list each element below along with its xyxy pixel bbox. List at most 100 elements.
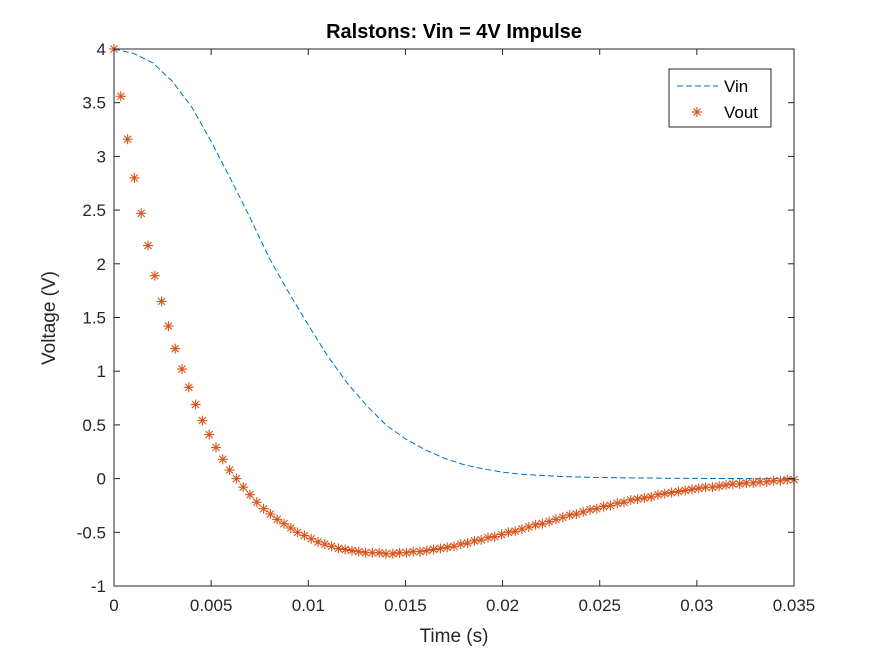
series-vout-point — [619, 497, 629, 508]
legend: Vin Vout — [668, 68, 772, 128]
series-vout-point — [517, 524, 527, 535]
x-tick-label: 0.025 — [578, 596, 621, 615]
series-vout-point — [666, 487, 677, 498]
series-vout-point — [598, 501, 609, 512]
series-vout-point — [401, 547, 412, 558]
series-vout-point — [163, 321, 174, 332]
y-tick-label: 3.5 — [82, 94, 106, 113]
series-vout-point — [449, 541, 459, 552]
series-vout-point — [687, 484, 697, 495]
series-vout-point — [251, 497, 262, 508]
x-tick-label: 0.005 — [190, 596, 233, 615]
y-ticks: -1 -0.5 0 0.5 1 1.5 2 2.5 3 3.5 4 — [77, 40, 794, 596]
series-vout-point — [129, 172, 140, 183]
series-vout-point — [285, 523, 296, 534]
series-vout-point — [136, 208, 147, 219]
y-tick-label: 1.5 — [82, 309, 106, 328]
series-vout-point — [238, 482, 249, 493]
legend-vin-label: Vin — [724, 77, 748, 96]
series-vout-point — [734, 478, 745, 489]
series-vout-point — [183, 382, 194, 393]
series-vout-point — [435, 543, 446, 554]
y-tick-label: 0 — [97, 470, 106, 489]
series-vout-point — [170, 343, 181, 354]
series-vout-point — [387, 548, 398, 559]
series-vout-point — [768, 475, 779, 486]
series-vout-point — [775, 475, 786, 486]
series-vout-point — [591, 503, 602, 514]
x-tick-label: 0.015 — [384, 596, 427, 615]
y-tick-label: 2 — [97, 255, 106, 274]
series-vout-point — [571, 509, 582, 520]
plot-area — [114, 49, 794, 586]
series-vout-point — [612, 498, 623, 509]
series-vout-point — [462, 538, 473, 549]
series-vout-point — [217, 454, 228, 465]
series-vout-point — [272, 514, 283, 525]
series-vout-point — [347, 545, 357, 556]
series-vout-point — [673, 486, 684, 497]
series-vout-point — [265, 509, 276, 520]
legend-vout-asterisk — [692, 107, 702, 117]
series-vout-point — [496, 529, 507, 540]
series-vout-point — [748, 477, 759, 488]
series-vout-point — [632, 494, 643, 505]
series-vout-point — [143, 240, 153, 251]
series-layer — [109, 44, 799, 559]
x-ticks: 0 0.005 0.01 0.015 0.02 0.025 0.03 0.035 — [109, 49, 815, 615]
series-vout-point — [510, 526, 521, 537]
series-vout-point — [149, 270, 160, 281]
series-vout-point — [578, 506, 589, 517]
series-vout-point — [489, 531, 500, 542]
series-vout-point — [122, 134, 133, 145]
series-vout-point — [353, 546, 364, 557]
series-vout-point — [544, 516, 555, 527]
series-vout-point — [503, 527, 514, 538]
series-vout-point — [306, 533, 317, 544]
series-vout-point — [455, 539, 466, 550]
series-vout-point — [653, 489, 663, 500]
y-tick-label: 3 — [97, 147, 106, 166]
series-vout-point — [313, 536, 323, 547]
series-vout-point — [333, 543, 344, 554]
series-vout-point — [639, 492, 650, 503]
series-vout-point — [761, 476, 772, 487]
y-tick-label: 0.5 — [82, 416, 106, 435]
series-vout-point — [245, 489, 255, 500]
x-tick-label: 0.02 — [486, 596, 519, 615]
y-tick-label: -1 — [91, 577, 106, 596]
series-vout-point — [557, 512, 568, 523]
series-vout-point — [659, 488, 670, 499]
series-vin-line — [113, 48, 794, 480]
series-vout-point — [340, 544, 351, 555]
series-vout-point — [394, 547, 405, 558]
series-vout-point — [564, 510, 575, 521]
series-vout-point — [415, 546, 425, 557]
series-vout-point — [428, 544, 439, 555]
series-vout-point — [721, 480, 731, 491]
series-vout-point — [707, 482, 718, 493]
series-vout-point — [190, 399, 201, 410]
series-vout-point — [326, 541, 337, 552]
x-axis-label: Time (s) — [420, 626, 489, 647]
y-axis-label: Voltage (V) — [39, 271, 60, 365]
y-tick-label: 1 — [97, 362, 106, 381]
legend-vout-label: Vout — [724, 103, 758, 122]
series-vout-point — [585, 504, 595, 515]
series-vout-point — [177, 364, 187, 375]
x-tick-label: 0 — [109, 596, 118, 615]
x-tick-label: 0.01 — [292, 596, 325, 615]
x-tick-label: 0.035 — [773, 596, 816, 615]
series-vout-point — [374, 547, 385, 558]
legend-vout-marker — [692, 107, 702, 117]
y-tick-label: 2.5 — [82, 201, 106, 220]
series-vout-point — [680, 485, 691, 496]
series-vout-point — [476, 534, 487, 545]
series-vout-point — [693, 483, 704, 494]
series-vout-point — [279, 518, 289, 529]
chart-title: Ralstons: Vin = 4V Impulse — [326, 21, 582, 43]
y-tick-label: -0.5 — [77, 523, 106, 542]
x-tick-label: 0.03 — [680, 596, 713, 615]
series-vout-point — [646, 491, 657, 502]
series-vout-point — [211, 442, 221, 453]
